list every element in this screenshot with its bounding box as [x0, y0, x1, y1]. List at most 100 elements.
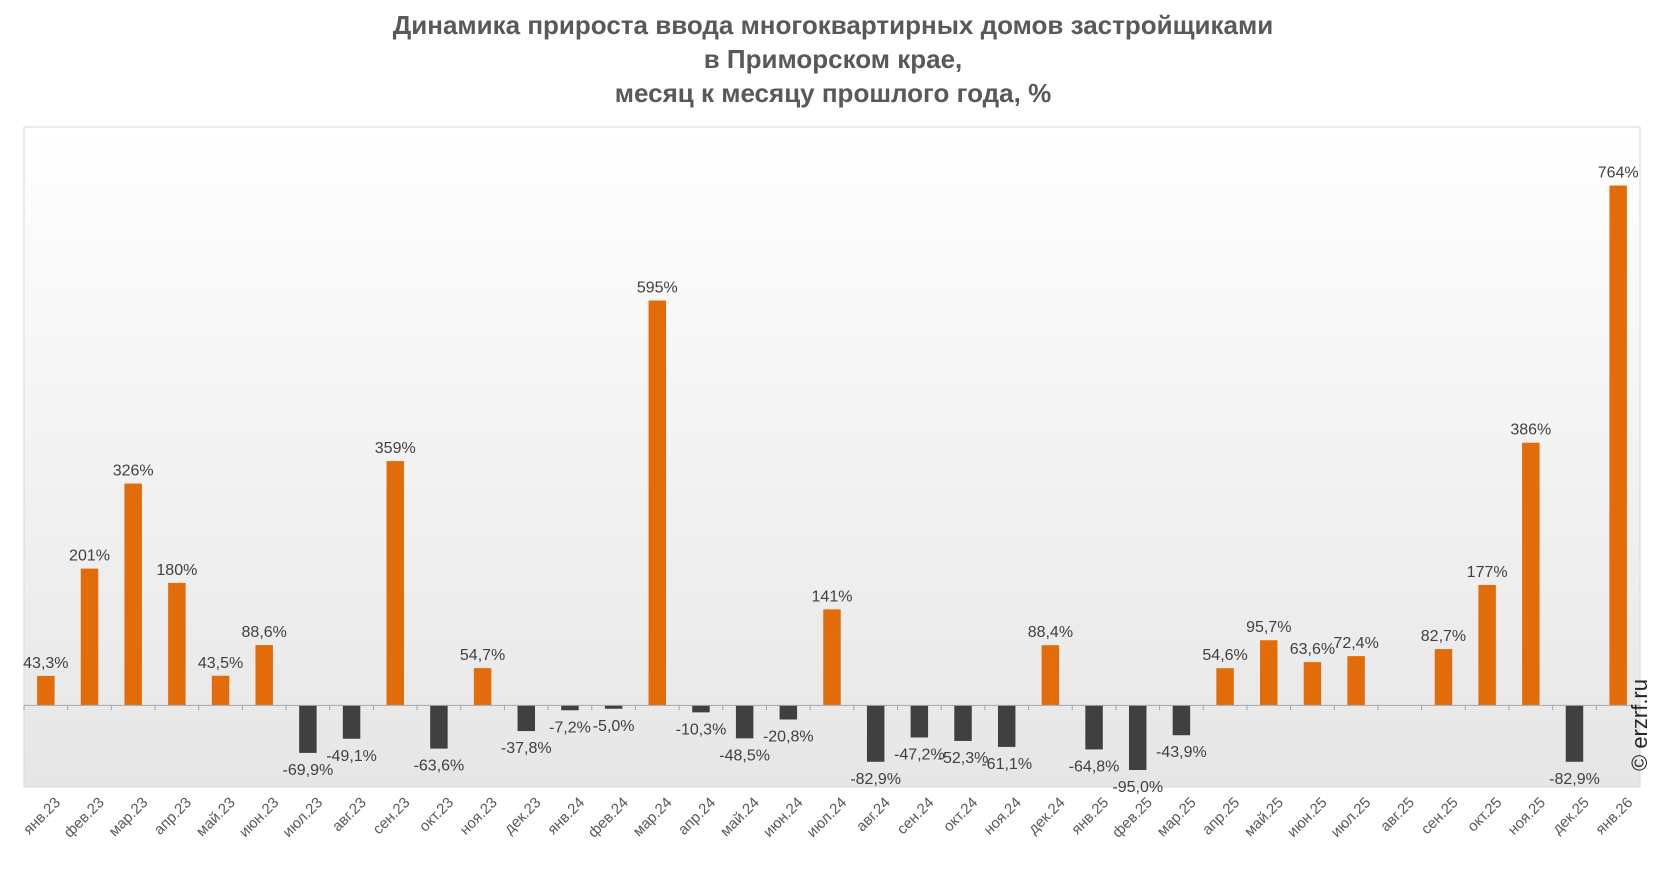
bar-15	[648, 300, 667, 706]
data-label-17: -48,5%	[719, 747, 770, 764]
category-label-11: ноя.23	[457, 794, 501, 838]
bar-27	[1172, 705, 1191, 736]
bar-13	[561, 705, 579, 711]
axis-ticks	[23, 705, 1641, 711]
data-label-5: 43,5%	[198, 655, 243, 672]
bar-10	[430, 705, 448, 749]
bar-29	[1260, 640, 1278, 706]
chart-title: Динамика прироста ввода многоквартирных …	[0, 8, 1666, 110]
bar-12	[517, 705, 536, 732]
bar-35	[1522, 442, 1540, 706]
category-label-10: окт.23	[416, 794, 457, 835]
category-label-5: май.23	[193, 794, 239, 840]
category-label-16: апр.24	[675, 794, 719, 838]
category-label-34: окт.25	[1464, 794, 1505, 835]
data-label-1: 43,3%	[23, 655, 68, 672]
data-label-37: 764%	[1598, 165, 1639, 182]
category-label-21: сен.24	[894, 794, 938, 838]
bar-8	[342, 705, 361, 739]
bar-11	[473, 668, 492, 706]
category-label-3: мар.23	[106, 794, 152, 840]
data-label-34: 177%	[1467, 564, 1508, 581]
data-label-30: 63,6%	[1290, 641, 1335, 658]
bar-28	[1216, 668, 1234, 706]
bar-31	[1347, 656, 1365, 706]
category-label-9: сен.23	[370, 794, 414, 838]
bar-33	[1434, 649, 1453, 706]
bar-2	[80, 568, 99, 706]
bar-21	[910, 705, 929, 738]
bar-37	[1609, 185, 1627, 706]
category-label-24: дек.24	[1025, 794, 1068, 837]
category-label-26: фев.25	[1109, 794, 1156, 841]
data-label-20: -82,9%	[850, 771, 901, 788]
category-label-2: фев.23	[61, 794, 108, 841]
bar-25	[1085, 705, 1103, 750]
data-label-24: 88,4%	[1028, 624, 1073, 641]
category-label-15: мар.24	[630, 794, 676, 840]
data-label-9: 359%	[375, 440, 416, 457]
bar-20	[866, 705, 885, 762]
bar-23	[997, 705, 1016, 747]
bar-17	[735, 705, 754, 739]
bar-9	[386, 461, 404, 706]
data-label-6: 88,6%	[242, 624, 287, 641]
data-label-25: -64,8%	[1069, 758, 1120, 775]
category-label-29: май.25	[1241, 794, 1287, 840]
bar-19	[823, 609, 841, 706]
bar-3	[124, 483, 142, 706]
category-label-8: авг.23	[329, 794, 370, 835]
category-label-27: мар.25	[1154, 794, 1200, 840]
data-label-8: -49,1%	[326, 748, 377, 765]
category-label-12: дек.23	[501, 794, 544, 837]
bar-4	[168, 582, 186, 706]
data-label-13: -7,2%	[549, 719, 591, 736]
category-label-13: янв.24	[544, 794, 588, 838]
data-label-7: -69,9%	[283, 762, 334, 779]
chart-title-line-2: в Приморском крае,	[703, 44, 963, 74]
category-label-32: авг.25	[1377, 794, 1418, 835]
category-label-18: июн.24	[760, 794, 807, 841]
category-label-19: июл.24	[804, 794, 851, 841]
bar-5	[211, 675, 230, 706]
bar-24	[1041, 645, 1060, 706]
watermark-text: © erzrf.ru	[1627, 679, 1652, 771]
bar-34	[1478, 584, 1496, 706]
category-label-23: ноя.24	[981, 794, 1025, 838]
data-label-28: 54,6%	[1202, 647, 1247, 664]
chart-title-line-1: Динамика прироста ввода многоквартирных …	[392, 10, 1274, 40]
category-label-31: июл.25	[1328, 794, 1375, 841]
bar-1	[37, 675, 55, 706]
category-label-22: окт.24	[940, 794, 981, 835]
bars-group	[37, 185, 1627, 770]
category-label-25: янв.25	[1068, 794, 1112, 838]
category-label-7: июл.23	[279, 794, 326, 841]
data-label-23: -61,1%	[981, 756, 1032, 773]
bar-22	[954, 705, 972, 741]
bar-36	[1565, 705, 1584, 762]
data-label-29: 95,7%	[1246, 619, 1291, 636]
data-label-19: 141%	[812, 588, 853, 605]
data-label-21: -47,2%	[894, 746, 945, 763]
category-label-14: фев.24	[585, 794, 632, 841]
bar-7	[299, 705, 317, 753]
data-label-16: -10,3%	[676, 721, 727, 738]
category-label-37: янв.26	[1592, 794, 1636, 838]
data-label-22: -52,3%	[938, 750, 989, 767]
chart-title-line-3: месяц к месяцу прошлого года, %	[614, 78, 1052, 108]
data-label-12: -37,8%	[501, 740, 552, 757]
data-label-15: 595%	[637, 280, 678, 297]
category-label-1: янв.23	[20, 794, 64, 838]
data-label-26: -95,0%	[1112, 779, 1163, 796]
category-label-33: сен.25	[1418, 794, 1462, 838]
bar-26	[1128, 705, 1147, 770]
data-label-11: 54,7%	[460, 647, 505, 664]
data-label-2: 201%	[69, 548, 110, 565]
bar-6	[255, 645, 273, 706]
data-label-35: 386%	[1510, 422, 1551, 439]
data-label-4: 180%	[156, 562, 197, 579]
data-label-14: -5,0%	[593, 718, 635, 735]
category-label-4: апр.23	[151, 794, 195, 838]
